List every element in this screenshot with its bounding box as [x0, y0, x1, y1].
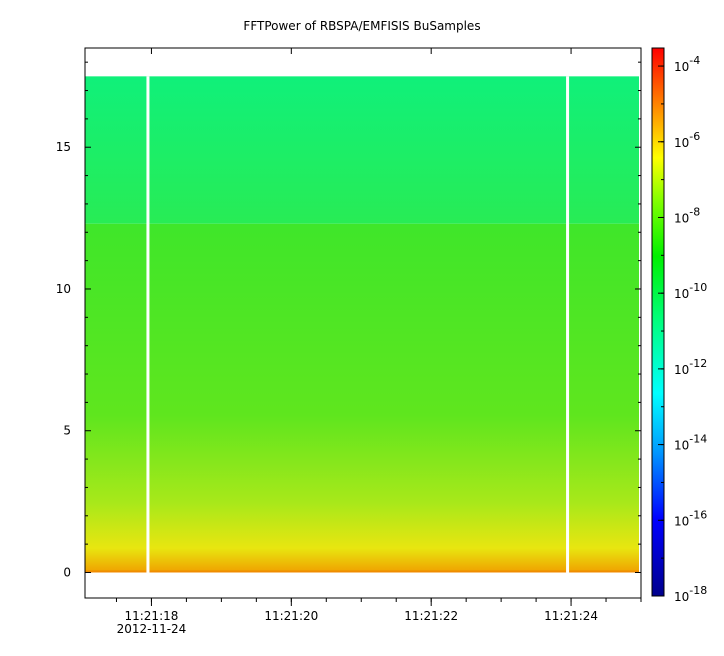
colorbar-tick-label: 10-6	[674, 130, 700, 150]
data-gaps	[146, 76, 570, 573]
colorbar-tick-label: 10-14	[674, 433, 707, 453]
colorbar-tick-label: 10-18	[674, 584, 707, 604]
chart-title: FFTPower of RBSPA/EMFISIS BuSamples	[243, 19, 480, 33]
colorbar-ticks: 10-4 10-6 10-8 10-10 10-12 10-14 10-16 10-18	[658, 54, 707, 604]
colorbar-tick-label: 10-8	[674, 205, 700, 225]
colorbar-tick-label: 10-10	[674, 281, 707, 301]
x-tick-label: 11:21:18	[124, 609, 178, 623]
x-tick-label: 11:21:22	[404, 609, 458, 623]
plot-area	[84, 47, 642, 599]
x-tick-sublabel: 2012-11-24	[117, 622, 187, 636]
x-tick-label: 11:21:20	[264, 609, 318, 623]
spectrogram-band-low	[85, 223, 639, 573]
y-axis: 0 5 10 15	[56, 61, 641, 579]
colorbar: 10-4 10-6 10-8 10-10 10-12 10-14 10-16 10-18	[651, 47, 707, 604]
y-tick-label: 10	[56, 282, 71, 296]
data-gap	[146, 76, 150, 573]
y-tick-label: 15	[56, 140, 71, 154]
colorbar-gradient	[651, 47, 665, 597]
spectrogram-band-high	[85, 76, 639, 224]
spectrogram-dc-line	[85, 570, 639, 573]
colorbar-tick-label: 10-4	[674, 54, 700, 74]
colorbar-tick-label: 10-12	[674, 357, 707, 377]
y-tick-label: 0	[63, 565, 71, 579]
x-tick-label: 11:21:24	[544, 609, 598, 623]
colorbar-tick-label: 10-16	[674, 508, 707, 528]
data-gap	[566, 76, 570, 573]
y-tick-label: 5	[63, 424, 71, 438]
spectrogram-image	[85, 76, 639, 573]
